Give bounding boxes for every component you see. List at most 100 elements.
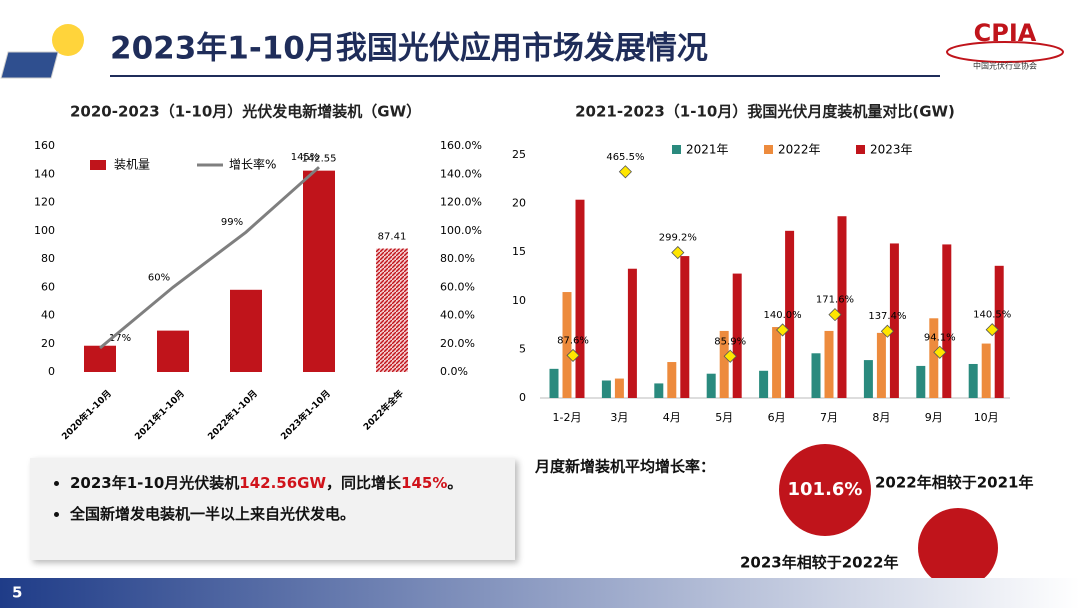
data-label: 465.5%	[606, 152, 644, 163]
bar	[968, 363, 978, 398]
x-tick-label: 2022年全年	[361, 387, 406, 432]
y2-tick-label: 140.0%	[440, 167, 482, 180]
logo: CPIA	[974, 19, 1037, 47]
x-tick-label: 7月	[820, 411, 838, 424]
marker	[985, 323, 999, 337]
panel-icon	[0, 51, 59, 79]
bar	[916, 365, 926, 398]
y-tick-label: 40	[41, 309, 55, 322]
bar	[230, 289, 262, 372]
y-tick-label: 15	[512, 245, 526, 258]
y-tick-label: 20	[512, 197, 526, 210]
legend-label: 装机量	[114, 158, 150, 172]
x-tick-label: 10月	[974, 411, 999, 424]
y-tick-label: 0	[519, 391, 526, 404]
chart-title: 2021-2023（1-10月）我国光伏月度装机量对比(GW)	[575, 103, 955, 121]
x-tick-label: 8月	[872, 411, 890, 424]
marker	[723, 349, 737, 363]
bar	[719, 330, 729, 398]
data-label: 85.9%	[714, 336, 746, 347]
x-tick-label: 4月	[663, 411, 681, 424]
legend-label: 2022年	[778, 143, 821, 157]
badge	[918, 508, 998, 588]
legend-label: 增长率%	[229, 157, 276, 172]
legend-swatch	[90, 160, 106, 170]
text: 2023年1-10月光伏装机	[70, 474, 240, 492]
bar	[680, 256, 690, 398]
data-label: 171.6%	[816, 295, 854, 306]
data-label: 142.55	[302, 154, 337, 165]
y-tick-label: 80	[41, 252, 55, 265]
data-label: 140.0%	[764, 310, 802, 321]
bar	[667, 362, 677, 398]
y2-tick-label: 120.0%	[440, 196, 482, 209]
data-label: 299.2%	[659, 233, 697, 244]
badge	[779, 444, 871, 536]
bar	[929, 318, 939, 398]
marker	[828, 308, 842, 322]
bar	[732, 273, 742, 398]
bar	[772, 327, 782, 398]
text: 全国新增发电装机一半以上来自光伏发电。	[70, 505, 356, 523]
marker	[671, 246, 685, 260]
bar	[84, 345, 116, 372]
summary-label: 月度新增装机平均增长率：	[534, 458, 715, 476]
y-tick-label: 5	[519, 342, 526, 355]
y-tick-label: 25	[512, 148, 526, 161]
text: ，同比增长	[326, 474, 402, 492]
marker	[880, 324, 894, 338]
bar	[876, 332, 886, 398]
x-tick-label: 2020年1-10月	[59, 387, 114, 442]
data-label: 137.4%	[868, 311, 906, 322]
y2-tick-label: 160.0%	[440, 139, 482, 152]
bar	[824, 330, 834, 398]
highlight: 142.56GW	[239, 474, 327, 492]
y2-tick-label: 20.0%	[440, 337, 475, 350]
badge-caption: 2023年相较于2022年	[740, 554, 899, 572]
page-number: 5	[12, 584, 22, 602]
bar	[785, 230, 795, 398]
line	[99, 166, 320, 350]
x-tick-label: 5月	[715, 411, 733, 424]
marker	[776, 323, 790, 337]
badge-value: 101.6%	[788, 479, 863, 500]
data-label: 145%	[291, 152, 320, 163]
y-tick-label: 100	[34, 224, 55, 237]
x-tick-label: 2021年1-10月	[132, 387, 187, 442]
bar	[575, 199, 585, 398]
y-tick-label: 10	[512, 294, 526, 307]
bar	[863, 360, 873, 398]
marker	[566, 348, 580, 362]
bullet-list: 2023年1-10月光伏装机142.56GW，同比增长145%。 全国新增发电装…	[30, 472, 515, 524]
marker	[933, 345, 947, 359]
text: 。	[447, 474, 463, 492]
bar	[759, 370, 769, 398]
slide-title: 2023年1-10月我国光伏应用市场发展情况	[110, 31, 708, 67]
bar	[627, 268, 637, 398]
bar	[811, 353, 821, 398]
legend-swatch	[672, 145, 681, 154]
bar	[303, 170, 335, 372]
y-tick-label: 120	[34, 196, 55, 209]
bar	[981, 343, 991, 398]
data-label: 140.5%	[973, 310, 1011, 321]
y-tick-label: 60	[41, 280, 55, 293]
bar	[889, 243, 899, 398]
badge-caption: 2022年相较于2021年	[875, 474, 1034, 492]
x-tick-label: 6月	[768, 411, 786, 424]
y-tick-label: 160	[34, 139, 55, 152]
x-tick-label: 9月	[925, 411, 943, 424]
logo-subtitle: 中国光伏行业协会	[973, 61, 1037, 71]
bar	[994, 265, 1004, 398]
y-tick-label: 0	[48, 365, 55, 378]
bar	[376, 248, 408, 372]
bar	[157, 330, 189, 372]
bar	[549, 368, 559, 398]
footer-bar	[0, 578, 1080, 608]
bullet: 2023年1-10月光伏装机142.56GW，同比增长145%。	[70, 472, 515, 493]
legend-swatch	[764, 145, 773, 154]
bar	[837, 216, 847, 398]
x-tick-label: 1-2月	[553, 411, 582, 424]
bullet: 全国新增发电装机一半以上来自光伏发电。	[70, 503, 515, 524]
